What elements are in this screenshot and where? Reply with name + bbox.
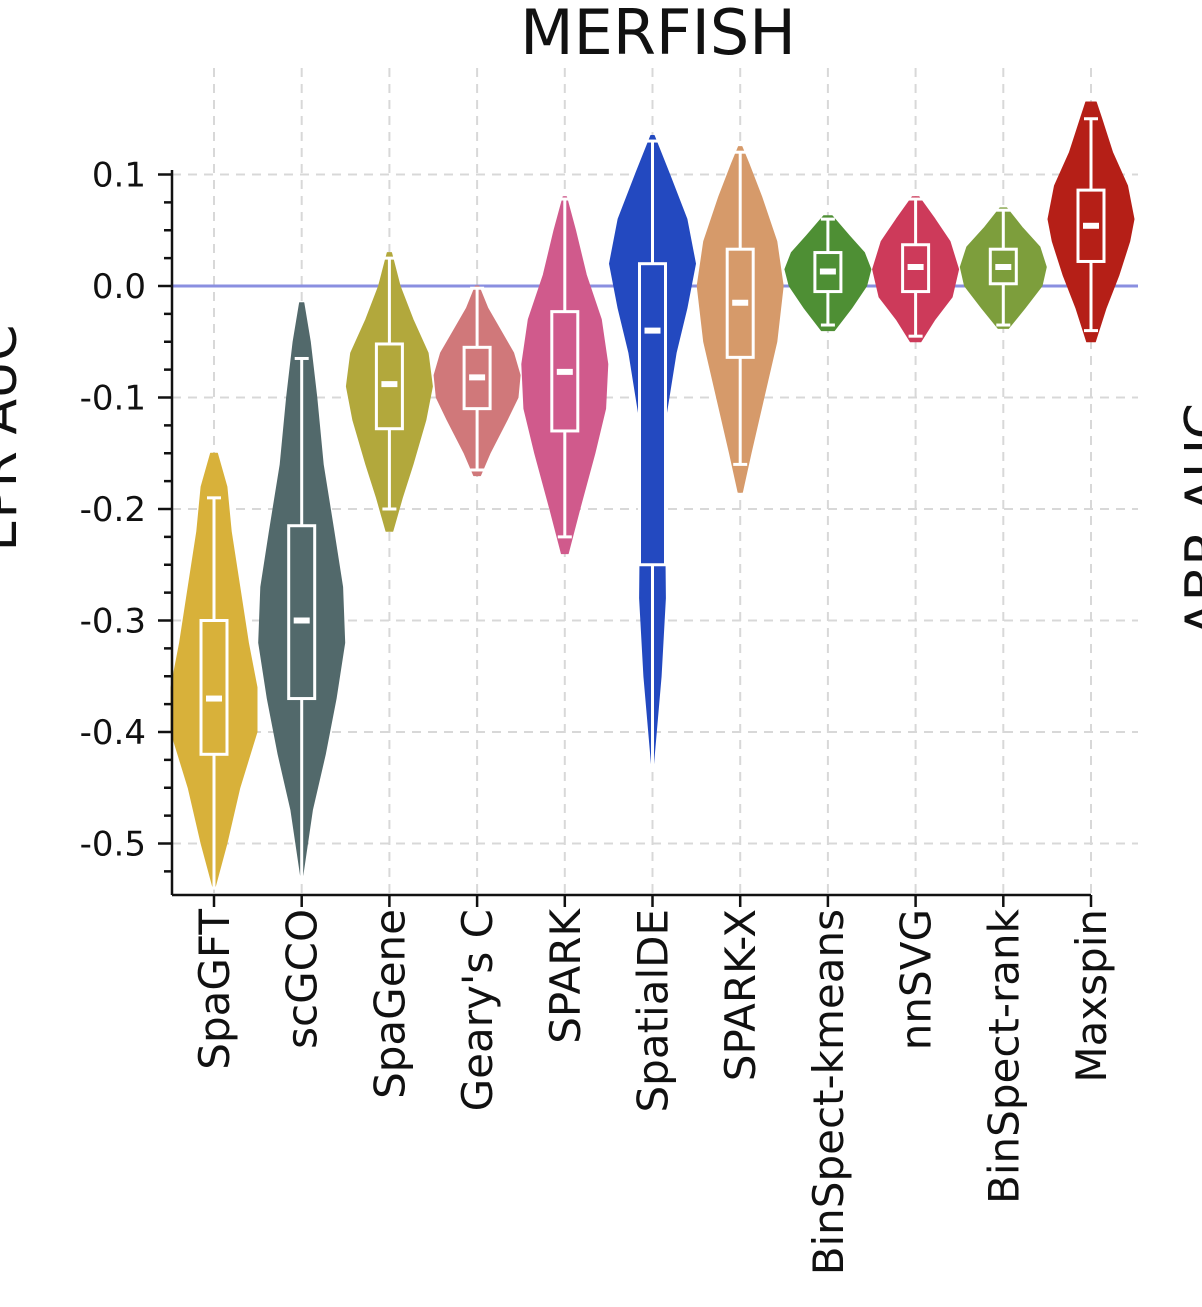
violin-box <box>813 251 843 294</box>
y-tick-label: -0.2 <box>80 490 146 530</box>
chart-title: MERFISH <box>520 0 796 69</box>
right-axis-label: ABR AUC <box>1175 403 1202 637</box>
axes <box>158 170 1093 907</box>
x-tick-label: SpaGene <box>365 909 414 1099</box>
violin-box <box>901 243 931 294</box>
x-tick-label: SpaGFT <box>190 909 239 1070</box>
violin-group <box>170 452 258 890</box>
violin-box <box>725 247 755 359</box>
violin-group <box>433 285 521 477</box>
x-tick-label: BinSpect-kmeans <box>804 909 853 1275</box>
x-tick-label: BinSpect-rank <box>979 908 1028 1204</box>
violin-group <box>959 207 1047 329</box>
violin-group <box>696 146 784 493</box>
violin-group <box>784 215 872 332</box>
y-tick-label: -0.3 <box>80 602 146 642</box>
violin-box <box>199 619 229 756</box>
x-tick-label: nnSVG <box>892 909 941 1050</box>
violin-box <box>638 262 667 567</box>
violin-group <box>258 302 346 879</box>
x-tick-label: SpatialDE <box>629 909 678 1112</box>
violin-group <box>345 252 433 532</box>
y-tick-label: 0.0 <box>92 267 146 307</box>
y-tick-labels: 0.1 0.0 -0.1 -0.2 -0.3 -0.4 -0.5 <box>80 156 146 865</box>
violin-box <box>462 345 492 411</box>
y-tick-label: -0.1 <box>80 379 146 419</box>
violin-group <box>872 196 960 343</box>
x-tick-label: Maxspin <box>1067 909 1116 1083</box>
y-tick-label: -0.5 <box>80 825 146 865</box>
y-axis-label: EPR AUC <box>0 325 29 552</box>
y-tick-label: 0.1 <box>92 156 146 196</box>
y-tick-label: -0.4 <box>80 713 146 753</box>
x-tick-label: SPARK-X <box>716 909 765 1081</box>
violin-group <box>521 196 609 555</box>
x-tick-label: SPARK <box>541 908 590 1044</box>
x-tick-labels: SpaGFT scGCO SpaGene Geary's C SPARK SpatialD… <box>190 908 1116 1276</box>
violin-box <box>287 524 317 701</box>
violin-group <box>609 135 696 767</box>
violins <box>170 101 1135 890</box>
x-tick-label: scGCO <box>278 909 327 1049</box>
violin-group <box>1047 101 1135 343</box>
x-tick-label: Geary's C <box>453 909 502 1111</box>
